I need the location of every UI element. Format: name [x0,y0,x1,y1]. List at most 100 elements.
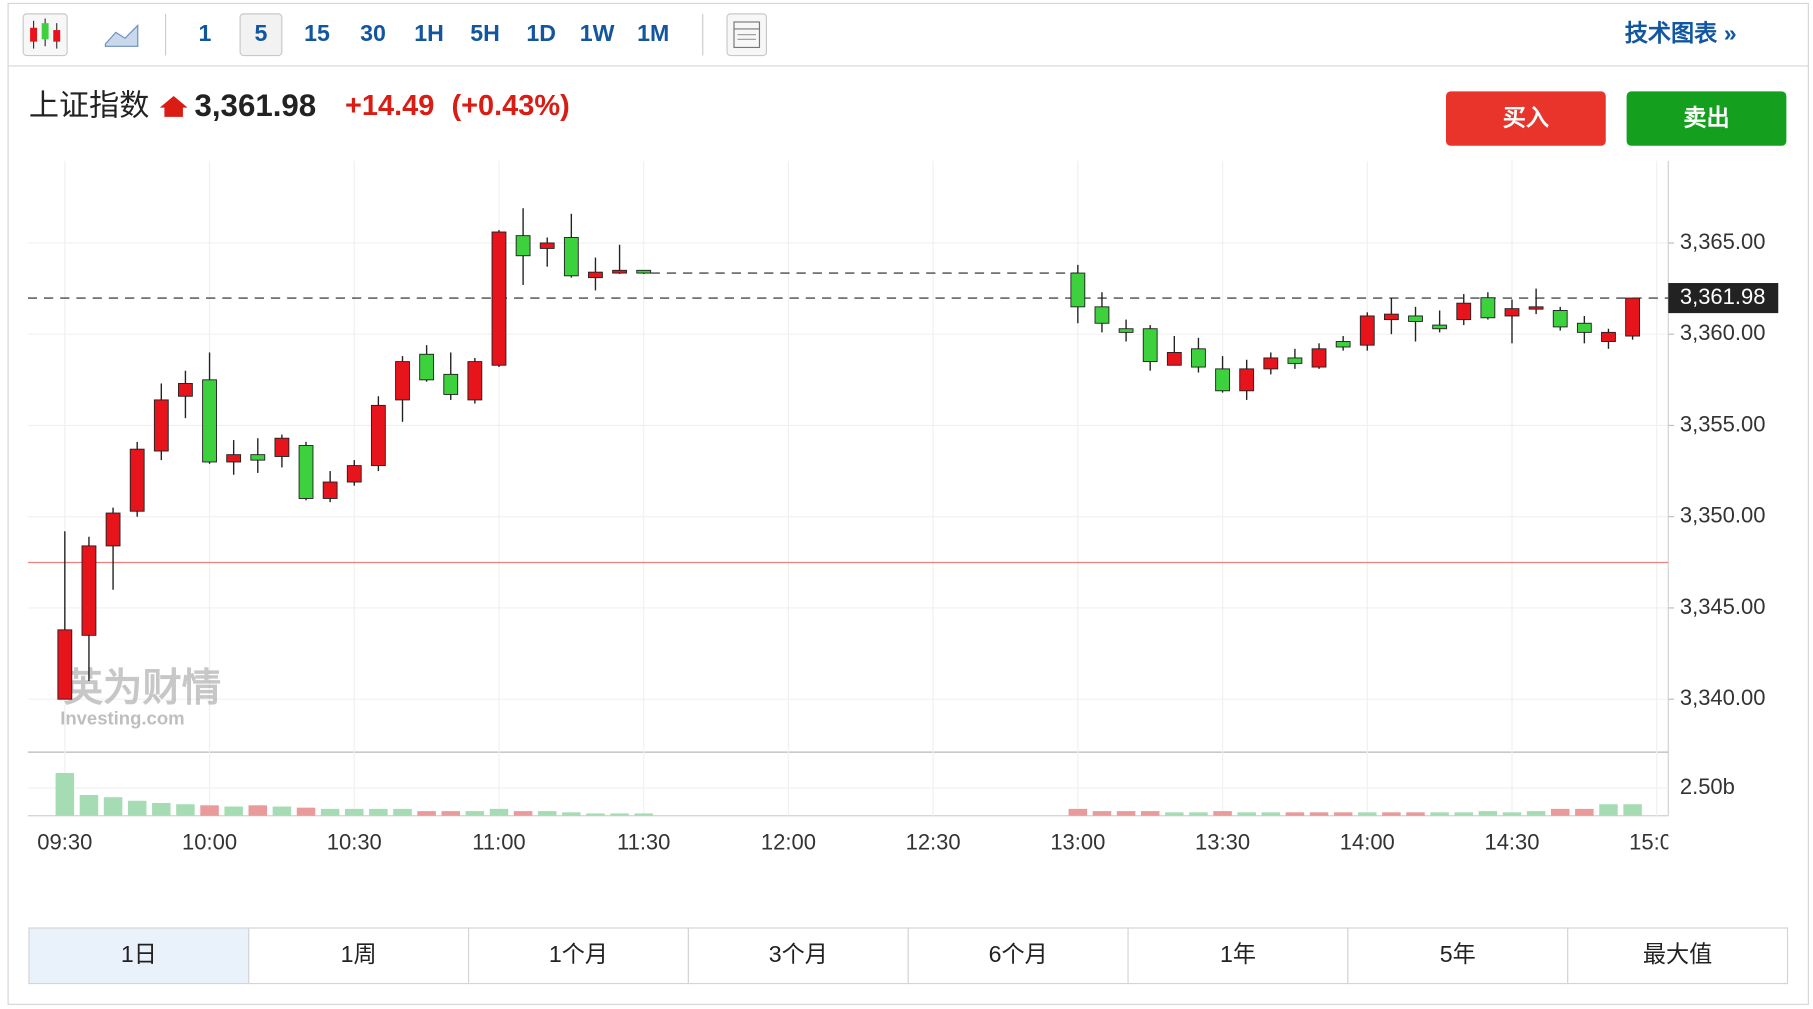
volume-bar [537,811,557,816]
candle-icon-button[interactable] [22,13,68,57]
volume-bar [610,813,629,816]
buy-button[interactable] [1446,91,1606,146]
sell-label[interactable]: 卖出 [1683,104,1729,130]
candle-body [1504,308,1520,317]
range-tab[interactable] [1347,927,1569,985]
candle-body [1335,341,1351,348]
selected-interval[interactable] [239,13,283,57]
volume-bar [1309,812,1329,816]
candle-body [105,512,121,547]
candle-body [1456,302,1472,321]
range-tab-label[interactable]: 1周 [341,941,377,967]
candle-body [636,269,652,274]
candle-body [1432,324,1448,330]
volume-bar [1430,812,1449,816]
interval-button[interactable]: 15 [304,20,330,46]
volume-bar [465,811,485,816]
range-tab[interactable] [1127,927,1349,985]
volume-bar [369,808,388,816]
y-tick-label: 3,360.00 [1680,320,1766,345]
candle-body [1383,313,1399,321]
volume-bar [152,802,171,816]
x-tick-label: 14:00 [1340,829,1395,854]
volume-bar [296,807,316,816]
range-tab-label[interactable]: 3个月 [769,941,828,967]
volume-bar [1623,804,1642,816]
watermark: 英为财情 [64,666,221,710]
candle-body [1408,315,1423,322]
technical-chart-link[interactable]: 技术图表 » [1625,20,1737,46]
range-tab-label[interactable]: 1个月 [549,941,608,967]
volume-bar [1213,811,1232,816]
volume-bar [224,806,243,816]
volume-bar [320,808,340,816]
volume-bar [513,811,533,816]
volume-bar [272,806,292,816]
volume-bar [1502,812,1522,816]
volume-bar [176,804,195,816]
candle-body [178,383,193,397]
interval-button[interactable]: 1H [414,20,444,46]
x-tick-label: 12:30 [906,829,961,854]
interval-button[interactable]: 1W [580,20,615,46]
candle-body [467,361,483,401]
candle-body [539,242,555,249]
range-tab[interactable] [28,927,250,985]
candle-body [1118,328,1134,333]
range-tab-label[interactable]: 最大值 [1643,941,1712,967]
volume-bar [200,805,219,816]
candle-body [563,237,579,277]
interval-button[interactable]: 1D [526,20,556,46]
volume-bar [1526,811,1546,816]
interval-button[interactable]: 5 [255,20,268,46]
volume-bar [1406,812,1425,816]
range-tab[interactable] [907,927,1129,985]
candle-body [1287,357,1303,364]
volume-bar [1599,804,1618,816]
candle-body [1215,368,1230,392]
range-tab-label[interactable]: 6个月 [989,941,1048,967]
buy-label[interactable]: 买入 [1503,104,1549,130]
x-tick-label: 12:00 [761,829,816,854]
volume-bar [79,794,99,816]
range-tab-label[interactable]: 5年 [1440,941,1476,967]
volume-bar [1189,812,1208,816]
x-tick-label: 15:00 [1629,829,1684,854]
candle-body [250,454,266,461]
volume-bar [248,805,268,816]
panel [7,2,1809,1005]
candle-body [1528,306,1544,310]
candle-body [153,399,169,452]
volume-bar [1092,811,1112,816]
line-icon-button[interactable] [104,24,139,47]
sell-button[interactable] [1626,91,1787,146]
instrument-name: 上证指数 [29,90,149,123]
range-tab[interactable] [1567,927,1789,985]
volume-bar [103,797,123,816]
volume-bar [1575,808,1594,816]
y-tick-label: 3,345.00 [1680,594,1766,619]
volume-bar [489,808,509,816]
range-tab[interactable] [687,927,909,985]
candle-body [1094,306,1110,324]
range-tab-label[interactable]: 1日 [121,941,157,967]
interval-button[interactable]: 30 [360,20,386,46]
x-tick-label: 11:00 [472,829,525,854]
range-tab-label[interactable]: 1年 [1220,941,1256,967]
interval-button[interactable]: 5H [470,20,500,46]
watermark: Investing.com [60,708,184,729]
change: +14.49 [345,90,434,122]
interval-button[interactable]: 1M [637,20,669,46]
candle-body [395,361,410,401]
volume-bar [345,808,364,816]
x-tick-label: 14:30 [1484,829,1539,854]
x-tick-label: 09:30 [37,829,92,854]
volume-bar [1285,812,1305,816]
interval-button[interactable]: 1 [198,20,211,46]
x-tick-label: 10:30 [327,829,382,854]
volume-bar [393,808,412,816]
y-tick-label: 3,355.00 [1680,411,1766,436]
volume-bar [1165,812,1184,816]
layout-icon-button[interactable] [726,13,767,57]
